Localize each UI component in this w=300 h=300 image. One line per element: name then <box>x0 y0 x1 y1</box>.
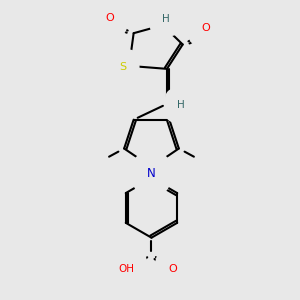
Text: OH: OH <box>119 264 135 274</box>
Text: O: O <box>106 13 114 23</box>
Text: O: O <box>169 264 177 274</box>
Text: H: H <box>177 100 185 110</box>
Text: O: O <box>202 23 210 33</box>
Text: H: H <box>162 14 169 24</box>
Text: S: S <box>119 62 126 72</box>
Text: N: N <box>147 167 156 180</box>
